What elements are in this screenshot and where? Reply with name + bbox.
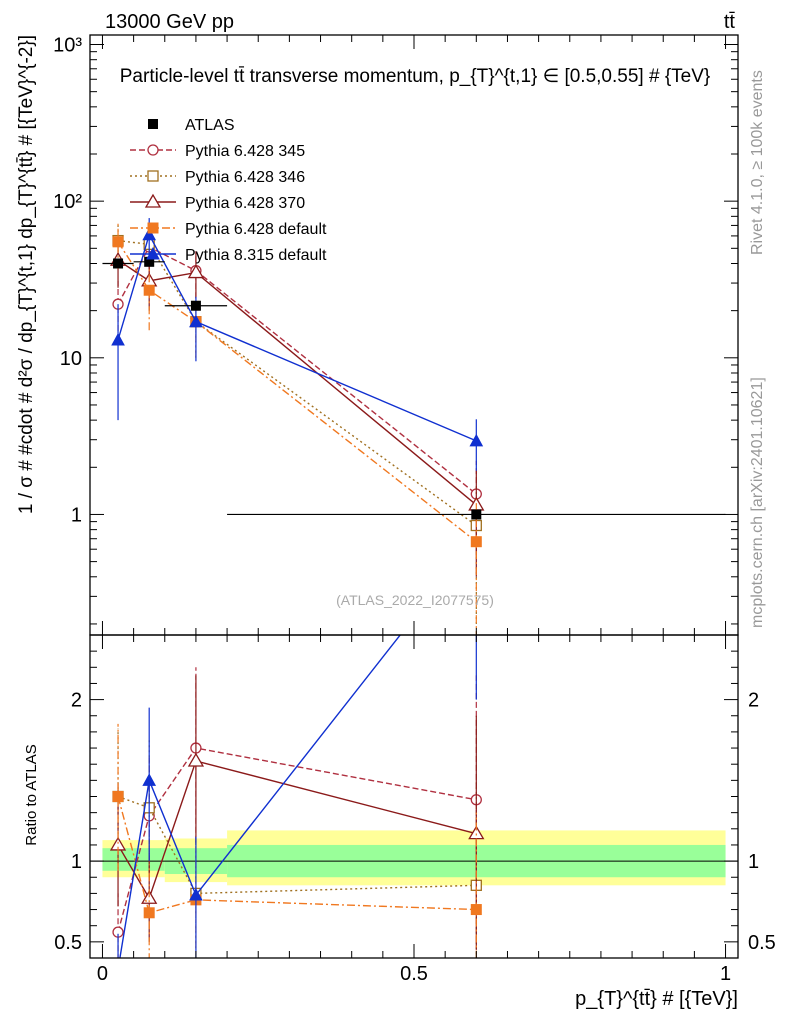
series-line-main-4	[117, 232, 477, 442]
analysis-label: (ATLAS_2022_I2077575)	[336, 592, 494, 608]
legend-label-1: Pythia 6.428 346	[185, 169, 305, 186]
series-line-ratio-4	[119, 635, 402, 958]
atlas-point-1	[144, 256, 155, 267]
ratio-tick-label-right: 1	[748, 851, 759, 873]
legend-label-3: Pythia 6.428 default	[185, 221, 327, 238]
legend-label-4: Pythia 8.315 default	[185, 247, 327, 264]
y-tick-label: 10²	[53, 191, 82, 213]
series-main-2	[109, 240, 485, 577]
marker-ratio-4-1	[142, 773, 157, 786]
atlas-point-0	[113, 258, 124, 269]
marker-ratio-3-0	[112, 791, 124, 802]
marker-main-4-1	[142, 227, 157, 241]
header-left: 13000 GeV pp	[105, 11, 234, 33]
x-tick-label: 1	[720, 963, 731, 985]
marker-ratio-4-2	[189, 887, 203, 901]
series-ratio-4	[112, 635, 477, 974]
legend-marker-3	[147, 222, 159, 234]
ratio-tick-label-right: 2	[748, 690, 759, 712]
rivet-watermark: Rivet 4.1.0, ≥ 100k events	[749, 70, 766, 255]
marker-main-2-2	[187, 264, 205, 279]
series-ratio-2	[109, 675, 485, 950]
series-line-main-3	[117, 241, 477, 543]
series-line-main-2	[117, 259, 477, 506]
header-right: tt̄	[724, 11, 736, 33]
y-tick-label: 10³	[53, 35, 82, 57]
mcplots-watermark: mcplots.cern.ch [arXiv:2401.10621]	[749, 377, 766, 628]
x-tick-label: 0	[97, 963, 108, 985]
legend-marker-4	[146, 246, 160, 260]
atlas-point-2	[190, 300, 201, 311]
y-tick-label: 10	[60, 348, 82, 370]
marker-ratio-4-0	[112, 963, 124, 974]
legend-marker-0	[147, 144, 159, 156]
ratio-tick-label: 2	[71, 690, 82, 712]
x-tick-label: 0.5	[400, 963, 428, 985]
series-line-ratio-3	[117, 796, 477, 914]
marker-main-4-2	[189, 314, 203, 328]
legend-label-2: Pythia 6.428 370	[185, 195, 305, 212]
x-axis-label: p_{T}^{tt̄} # [{TeV}]	[575, 988, 738, 1010]
marker-ratio-2-2	[187, 752, 205, 767]
series-line-main-0	[117, 246, 477, 495]
series-main-1	[112, 222, 482, 624]
chart-title: Particle-level tt̄ transverse momentum, …	[120, 66, 711, 87]
ratio-tick-label: 1	[71, 851, 82, 873]
series-line-main-1	[117, 239, 477, 527]
y-axis-label: 1 / σ # #cdot # d²σ / dp_{T}^{t,1} dp_{T…	[16, 35, 37, 514]
legend-marker-1	[147, 170, 159, 182]
marker-ratio-3-1	[143, 907, 155, 919]
atlas-point-3	[471, 509, 482, 520]
marker-main-3-1	[143, 284, 155, 296]
series-line-ratio-0	[117, 747, 477, 933]
ratio-tick-label: 0.5	[54, 932, 82, 954]
marker-main-4-3	[469, 433, 484, 447]
legend-marker-atlas	[148, 119, 158, 129]
series-ratio-0	[112, 667, 482, 958]
marker-ratio-3-3	[470, 904, 482, 916]
series-line-ratio-1	[117, 795, 477, 895]
legend-label-0: Pythia 6.428 345	[185, 143, 305, 160]
ratio-frame	[89, 634, 739, 959]
marker-main-3-3	[470, 536, 482, 548]
marker-main-3-0	[112, 236, 124, 248]
legend-label-atlas: ATLAS	[185, 117, 235, 134]
legend-marker-2	[144, 193, 162, 208]
ratio-tick-label-right: 0.5	[748, 932, 776, 954]
marker-main-4-0	[111, 332, 125, 346]
ratio-axis-label: Ratio to ATLAS	[23, 744, 40, 845]
y-tick-label: 1	[71, 504, 82, 526]
